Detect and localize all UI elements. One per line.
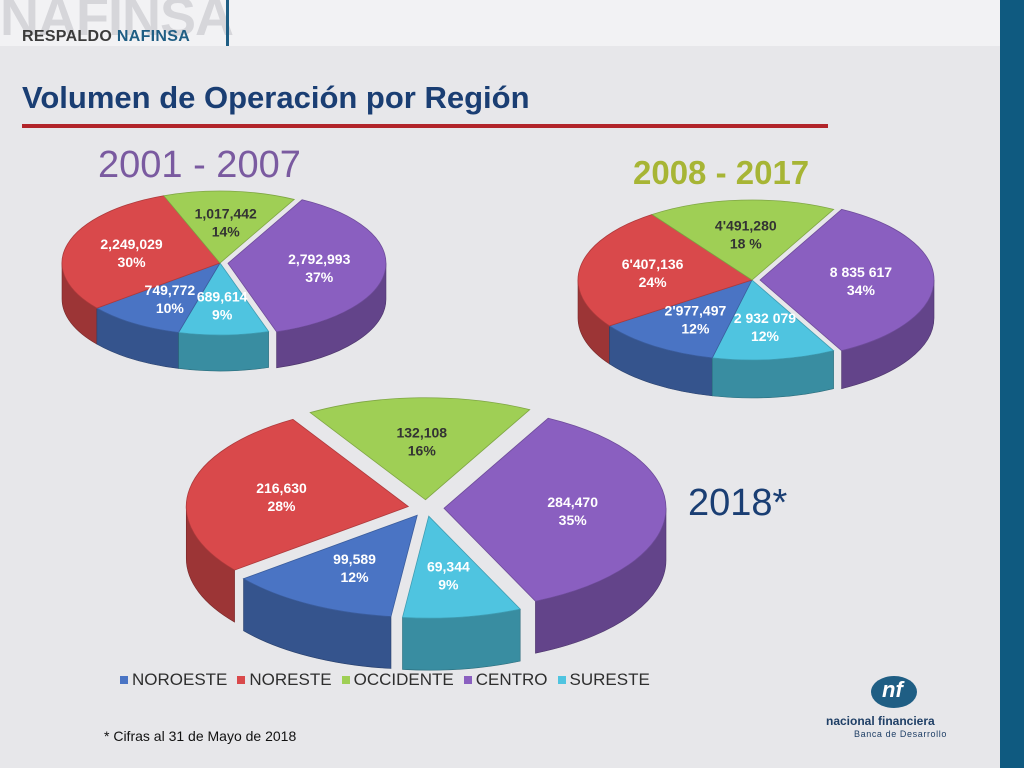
pie-3-slice-sureste [401, 515, 522, 619]
legend: NOROESTE NORESTE OCCIDENTE CENTRO SURESTE [120, 670, 650, 690]
nf-logo-circle [871, 676, 917, 708]
pie-2-slice-occidente [651, 199, 835, 281]
pie-2-label-pct-centro: 34% [847, 282, 876, 298]
legend-swatch-sureste [557, 676, 566, 684]
legend-item-noreste: NORESTE [237, 670, 332, 690]
pie-charts: 2,792,993 37% 689,614 9% 749,772 10% 2,249,029… [61, 190, 935, 671]
pie-1-slice-noroeste [95, 262, 221, 333]
pie-1-label-value-centro: 2,792,993 [288, 251, 350, 267]
period-label-2001-2007: 2001 - 2007 [98, 144, 301, 186]
legend-item-centro: CENTRO [463, 670, 548, 690]
pie-3-label-pct-occidente: 16% [408, 443, 437, 459]
pie-3-label-value-noreste: 216,630 [256, 480, 307, 496]
logo-tag-accent: NAFINSA [116, 28, 191, 45]
pie-3-label-value-occidente: 132,108 [396, 425, 447, 441]
pie-1-slice-sureste [177, 262, 270, 336]
pie-3-label-pct-noreste: 28% [267, 498, 296, 514]
legend-label-noroeste: NOROESTE [132, 670, 228, 689]
legend-label-centro: CENTRO [475, 670, 548, 689]
period-label-2008-2017: 2008 - 2017 [633, 154, 810, 191]
legend-swatch-noroeste [120, 676, 128, 684]
legend-item-sureste: SURESTE [557, 670, 650, 690]
legend-item-noroeste: NOROESTE [120, 670, 227, 690]
pie-2-label-pct-noroeste: 12% [681, 320, 710, 336]
nf-logo-subtitle: Banca de Desarrollo [854, 729, 947, 739]
pie-2-slice-sureste [711, 279, 835, 361]
pie-2-label-pct-occidente: 18 % [730, 236, 762, 252]
pie-2-label-value-noreste: 6'407,136 [622, 256, 684, 272]
pie-2-label-value-sureste: 2 932 079 [734, 310, 796, 326]
pie-1-slice-noreste [61, 195, 221, 309]
pie-1-slice-centro [227, 199, 387, 333]
pie-chart-1: 2,792,993 37% 689,614 9% 749,772 10% 2,249,029… [61, 190, 387, 372]
pie-2-slice-noroeste [608, 279, 753, 359]
pie-1-label-value-sureste: 689,614 [197, 289, 248, 305]
pie-3-label-value-centro: 284,470 [547, 494, 598, 510]
pie-3-slice-noroeste [242, 514, 418, 617]
pie-3-label-pct-noroeste: 12% [341, 569, 370, 585]
pie-1-label-pct-sureste: 9% [212, 307, 233, 323]
period-label-2018: 2018* [688, 482, 788, 524]
legend-label-noreste: NORESTE [249, 670, 332, 689]
pie-1-slice-occidente [163, 190, 296, 264]
nf-logo-mark: nf [882, 677, 903, 702]
pie-1-label-value-noreste: 2,249,029 [100, 236, 162, 252]
pie-3-label-pct-sureste: 9% [438, 577, 459, 593]
header-band [0, 0, 1000, 46]
pie-3-slice-centro [443, 417, 667, 602]
pie-3-label-pct-centro: 35% [559, 512, 588, 528]
pie-3-slice-noreste [185, 418, 410, 571]
title-underline [22, 124, 828, 128]
pie-3-label-value-noroeste: 99,589 [333, 551, 376, 567]
pie-1-label-pct-occidente: 14% [212, 223, 241, 239]
pie-2-label-value-occidente: 4'491,280 [715, 218, 777, 234]
logo-divider [226, 0, 229, 46]
pie-2-label-value-noroeste: 2'977,497 [665, 302, 727, 318]
page-title: Volumen de Operación por Región [22, 80, 530, 115]
pie-1-label-value-noroeste: 749,772 [145, 282, 196, 298]
legend-swatch-noreste [237, 676, 246, 684]
footnote: * Cifras al 31 de Mayo de 2018 [104, 728, 297, 744]
pie-2-label-pct-sureste: 12% [751, 328, 780, 344]
right-accent-bar [1000, 0, 1024, 768]
pie-2-slice-centro [759, 208, 935, 352]
pie-1-label-pct-centro: 37% [305, 269, 334, 285]
pie-chart-3: 284,470 35% 69,344 9% 99,589 12% 216,630 28% 132… [185, 397, 667, 671]
nf-logo-name: nacional financiera [826, 714, 935, 728]
respaldo-nafinsa-logo: RESPALDO NAFINSA [22, 28, 190, 46]
logo-tag-prefix: RESPALDO [22, 28, 113, 45]
pie-1-label-pct-noreste: 30% [118, 254, 147, 270]
legend-label-occidente: OCCIDENTE [353, 670, 454, 689]
pie-3-label-value-sureste: 69,344 [427, 559, 470, 575]
pie-3-slice-occidente [309, 397, 531, 501]
pie-2-slice-noreste [577, 214, 753, 327]
pie-chart-2: 8 835 617 34% 2 932 079 12% 2'977,497 12% 6'40… [577, 199, 935, 399]
pie-1-side-sureste [178, 331, 269, 372]
legend-item-occidente: OCCIDENTE [341, 670, 454, 690]
pie-1-label-pct-noroeste: 10% [156, 300, 185, 316]
nacional-financiera-logo: nf nacional financiera Banca de Desarrol… [826, 672, 966, 742]
legend-label-sureste: SURESTE [569, 670, 650, 689]
pie-2-label-value-centro: 8 835 617 [830, 264, 892, 280]
legend-swatch-centro [463, 676, 472, 684]
pie-2-label-pct-noreste: 24% [639, 274, 668, 290]
nafinsa-watermark-logo: NAFINSA [0, 0, 234, 47]
pie-1-label-value-occidente: 1,017,442 [195, 205, 257, 221]
legend-swatch-occidente [341, 676, 350, 684]
